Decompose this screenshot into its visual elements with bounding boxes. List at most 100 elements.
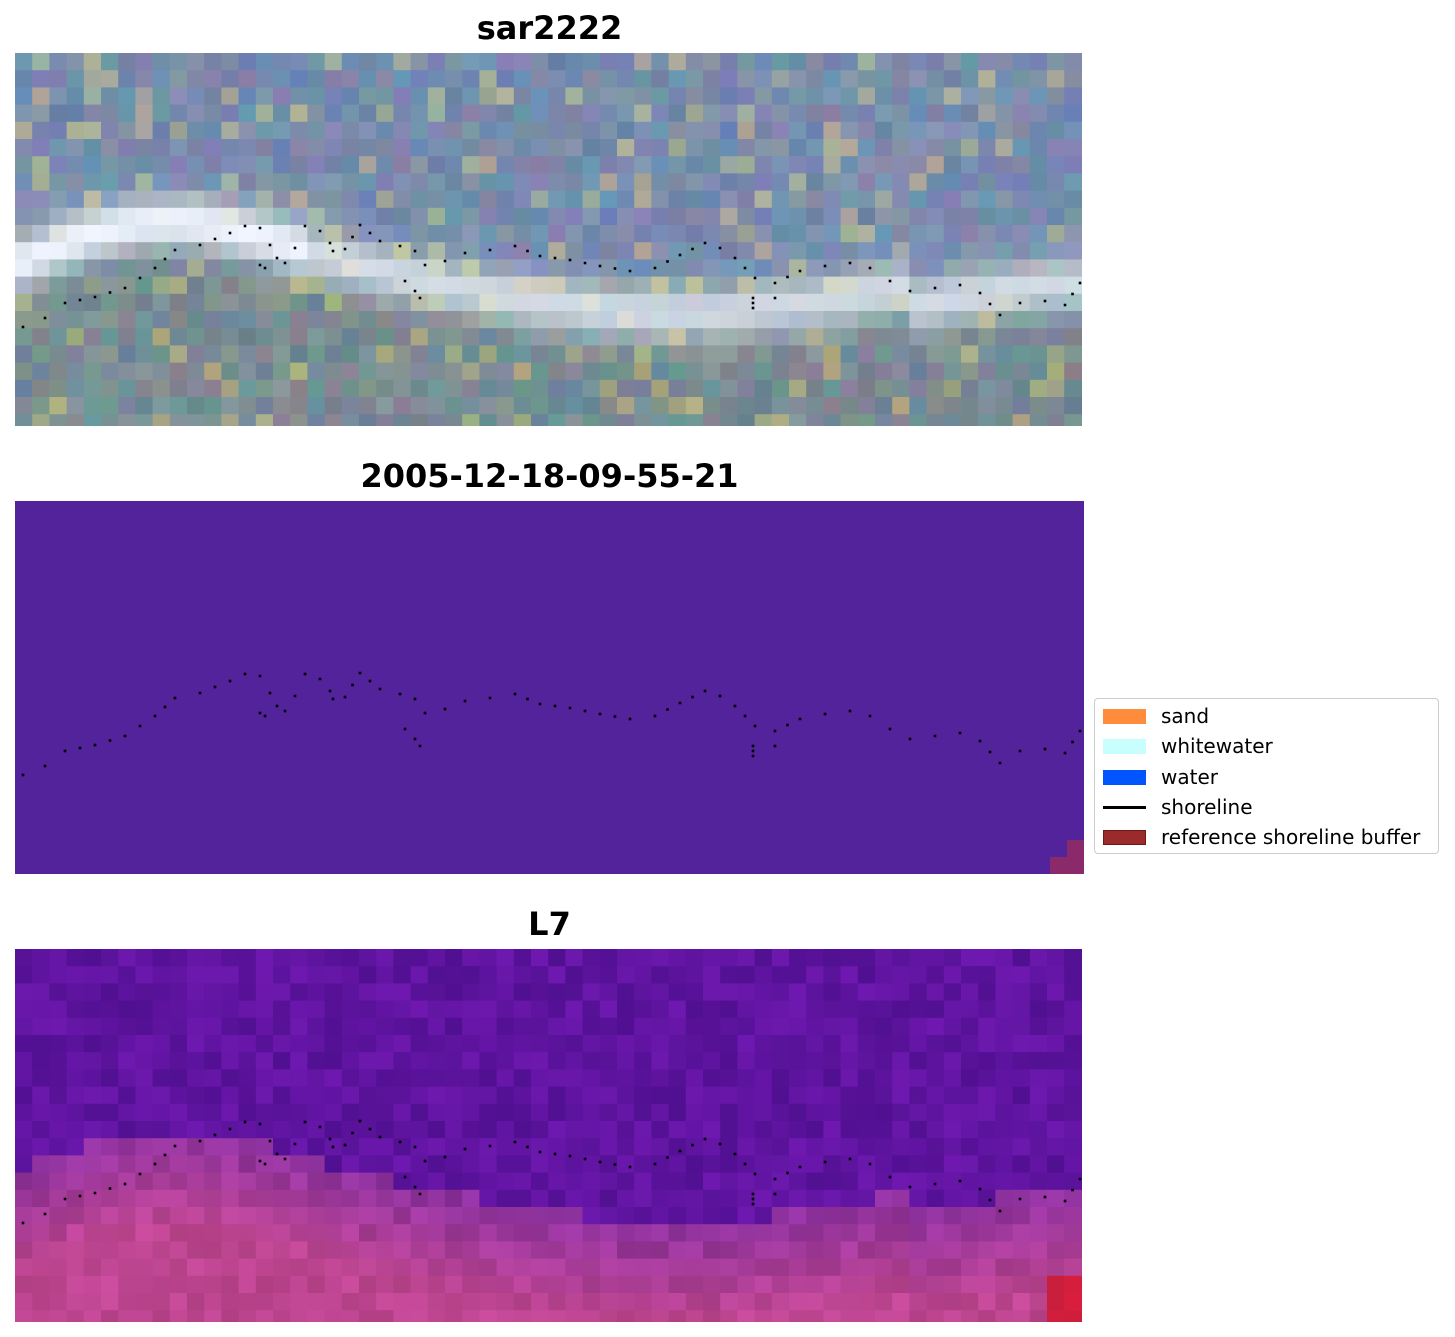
shoreline-point bbox=[703, 241, 707, 245]
shoreline-point bbox=[751, 301, 755, 305]
shoreline-point bbox=[488, 696, 492, 700]
shoreline-point bbox=[823, 1160, 827, 1164]
shoreline-point bbox=[628, 269, 632, 273]
shoreline-point bbox=[398, 692, 402, 696]
shoreline-point bbox=[403, 1175, 407, 1179]
shoreline-point bbox=[613, 267, 617, 270]
shoreline-point bbox=[263, 1162, 267, 1166]
shoreline-point bbox=[198, 243, 202, 247]
shoreline-point bbox=[423, 1159, 427, 1163]
shoreline-point bbox=[583, 1157, 587, 1161]
shoreline-point bbox=[743, 714, 747, 718]
rgb-image bbox=[15, 53, 1082, 426]
shoreline-point bbox=[583, 709, 587, 713]
shoreline-point bbox=[773, 1192, 777, 1196]
shoreline-point bbox=[848, 709, 852, 713]
shoreline-point bbox=[423, 711, 427, 715]
shoreline-point bbox=[78, 298, 82, 302]
shoreline-line-swatch bbox=[1103, 806, 1146, 809]
shoreline-point bbox=[786, 1171, 789, 1175]
shoreline-point bbox=[378, 1135, 382, 1139]
shoreline-point bbox=[228, 679, 232, 683]
shoreline-point bbox=[443, 707, 447, 711]
shoreline-point bbox=[138, 1172, 142, 1176]
shoreline-point bbox=[653, 1162, 657, 1166]
shoreline-point bbox=[753, 276, 757, 280]
shoreline-point bbox=[751, 1197, 755, 1201]
shoreline-point bbox=[613, 715, 617, 718]
shoreline-point bbox=[598, 1160, 602, 1164]
legend-label-water: water bbox=[1161, 765, 1218, 789]
shoreline-point bbox=[908, 1185, 912, 1189]
shoreline-point bbox=[678, 1149, 682, 1153]
shoreline-point bbox=[513, 692, 517, 696]
index-shoreline-points bbox=[21, 1119, 1082, 1225]
shoreline-point bbox=[213, 1133, 217, 1137]
shoreline-point bbox=[718, 694, 722, 698]
shoreline-point bbox=[703, 689, 707, 693]
shoreline-point bbox=[213, 685, 217, 689]
shoreline-point bbox=[123, 286, 127, 290]
shoreline-point bbox=[358, 671, 362, 675]
shoreline-point bbox=[678, 253, 682, 257]
legend-item-reference-buffer: reference shoreline buffer bbox=[1103, 826, 1433, 848]
shoreline-point bbox=[1018, 301, 1022, 305]
shoreline-point bbox=[303, 672, 307, 676]
shoreline-point bbox=[93, 1191, 97, 1195]
shoreline-point bbox=[751, 306, 755, 310]
shoreline-point bbox=[691, 247, 694, 251]
rgb-shoreline-points bbox=[21, 223, 1082, 329]
shoreline-point bbox=[751, 1202, 755, 1206]
shoreline-point bbox=[463, 251, 467, 255]
shoreline-point bbox=[666, 1156, 669, 1159]
shoreline-point bbox=[173, 248, 177, 252]
shoreline-point bbox=[108, 739, 112, 742]
shoreline-point bbox=[268, 691, 272, 695]
shoreline-point bbox=[583, 261, 587, 265]
shoreline-point bbox=[751, 754, 755, 758]
shoreline-point bbox=[798, 717, 802, 721]
shoreline-point bbox=[283, 709, 287, 713]
shoreline-point bbox=[798, 269, 802, 273]
classification-shoreline-points bbox=[21, 671, 1082, 777]
shoreline-point bbox=[888, 727, 892, 731]
shoreline-point bbox=[368, 679, 372, 683]
shoreline-point bbox=[413, 289, 417, 293]
shoreline-point bbox=[263, 714, 267, 718]
shoreline-point bbox=[933, 286, 937, 290]
shoreline-point bbox=[343, 695, 347, 699]
shoreline-point bbox=[378, 687, 382, 691]
index-panel-title: L7 bbox=[528, 905, 571, 943]
shoreline-point bbox=[998, 1209, 1002, 1213]
shoreline-point bbox=[678, 701, 682, 705]
shoreline-point bbox=[553, 1152, 557, 1156]
shoreline-point bbox=[1063, 751, 1067, 755]
rgb-pixel-grid bbox=[15, 53, 1082, 426]
legend-label-reference-buffer: reference shoreline buffer bbox=[1161, 825, 1421, 849]
shoreline-point bbox=[553, 704, 557, 708]
shoreline-point bbox=[413, 249, 417, 253]
shoreline-point bbox=[43, 764, 47, 768]
shoreline-point bbox=[275, 256, 279, 260]
shoreline-point bbox=[351, 683, 354, 687]
shoreline-point bbox=[198, 691, 202, 695]
shoreline-point bbox=[303, 1120, 307, 1124]
classification-image bbox=[15, 501, 1084, 874]
shoreline-point bbox=[628, 717, 632, 721]
shoreline-point bbox=[526, 1145, 529, 1149]
shoreline-point bbox=[21, 773, 25, 777]
shoreline-point bbox=[228, 231, 232, 235]
shoreline-point bbox=[998, 761, 1002, 765]
shoreline-point bbox=[908, 289, 912, 293]
shoreline-point bbox=[691, 695, 694, 699]
shoreline-point bbox=[331, 249, 335, 253]
shoreline-point bbox=[798, 1165, 802, 1169]
shoreline-point bbox=[108, 291, 112, 294]
shoreline-point bbox=[848, 261, 852, 265]
shoreline-point bbox=[1043, 299, 1047, 303]
shoreline-point bbox=[303, 224, 307, 228]
shoreline-point bbox=[63, 1197, 67, 1201]
shoreline-point bbox=[1078, 729, 1082, 733]
shoreline-point bbox=[328, 689, 332, 693]
shoreline-point bbox=[413, 697, 417, 701]
